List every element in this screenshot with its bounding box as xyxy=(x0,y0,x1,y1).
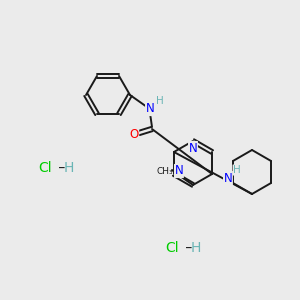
Text: H: H xyxy=(191,241,201,255)
Text: Cl: Cl xyxy=(165,241,178,255)
Text: Cl: Cl xyxy=(38,161,52,175)
Text: N: N xyxy=(146,103,154,116)
Text: –: – xyxy=(54,161,70,175)
Text: H: H xyxy=(64,161,74,175)
Text: CH₃: CH₃ xyxy=(156,167,173,176)
Text: N: N xyxy=(175,164,183,178)
Text: –: – xyxy=(181,241,197,255)
Text: N: N xyxy=(224,172,232,184)
Text: N: N xyxy=(189,142,197,154)
Text: H: H xyxy=(156,96,164,106)
Text: H: H xyxy=(233,165,241,175)
Text: O: O xyxy=(129,128,139,142)
